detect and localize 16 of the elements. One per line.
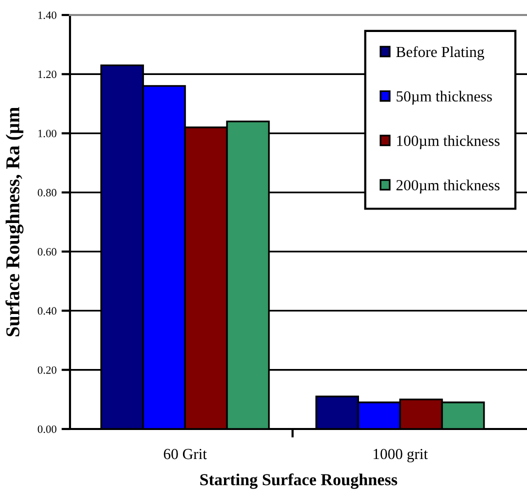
y-tick-label: 1.00 (38, 130, 56, 138)
y-tick-label: 0.20 (38, 366, 56, 374)
y-tick-label: 1.40 (38, 11, 56, 20)
y-axis-title: Surface Roughness, Ra (µm (5, 107, 24, 336)
x-tick-label: 60 Grit (164, 448, 207, 460)
y-tick-label: 0.40 (38, 307, 56, 315)
legend-label: 100µm thickness (397, 135, 500, 150)
y-tick-label: 0.60 (38, 248, 56, 256)
x-axis-title: Starting Surface Roughness (200, 473, 398, 489)
y-tick-label: 0.80 (38, 188, 56, 196)
y-tick-label: 1.20 (38, 70, 56, 78)
x-tick-label: 1000 grit (374, 448, 428, 462)
y-tick-label: 0.00 (38, 425, 56, 434)
legend-label: 50µm thickness (396, 90, 492, 105)
legend-label: 200µm thickness (396, 180, 500, 194)
legend-label: Before Plating (396, 46, 484, 60)
